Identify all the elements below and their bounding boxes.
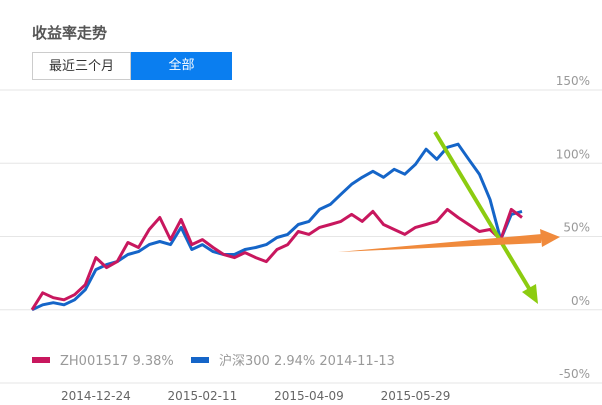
annotation-arrowhead	[540, 229, 560, 247]
legend-swatch	[32, 357, 50, 363]
x-tick-label: 2015-02-11	[168, 389, 238, 403]
series-line	[31, 142, 523, 312]
title: 收益率走势	[32, 24, 108, 42]
y-tick-label: 50%	[563, 221, 590, 235]
x-tick-label: 2015-04-09	[274, 389, 344, 403]
range-button[interactable]: 最近三个月	[32, 52, 131, 80]
series-line	[30, 207, 523, 311]
legend-swatch	[191, 357, 209, 363]
range-button-active[interactable]: 全部	[131, 52, 232, 80]
y-tick-label: 100%	[556, 147, 590, 161]
y-tick-label: 0%	[571, 294, 590, 308]
annotation-arrow	[338, 234, 542, 252]
y-tick-label: -50%	[559, 367, 590, 381]
x-tick-label: 2015-05-29	[381, 389, 451, 403]
legend-label: ZH001517 9.38%	[60, 354, 174, 369]
plot	[0, 89, 602, 384]
x-tick-label: 2014-12-24	[61, 389, 131, 403]
annotation-arrowhead	[522, 284, 538, 304]
y-tick-label: 150%	[556, 74, 590, 88]
legend-label: 沪深300 2.94% 2014-11-13	[219, 353, 395, 369]
annotation-arrow	[433, 130, 532, 292]
